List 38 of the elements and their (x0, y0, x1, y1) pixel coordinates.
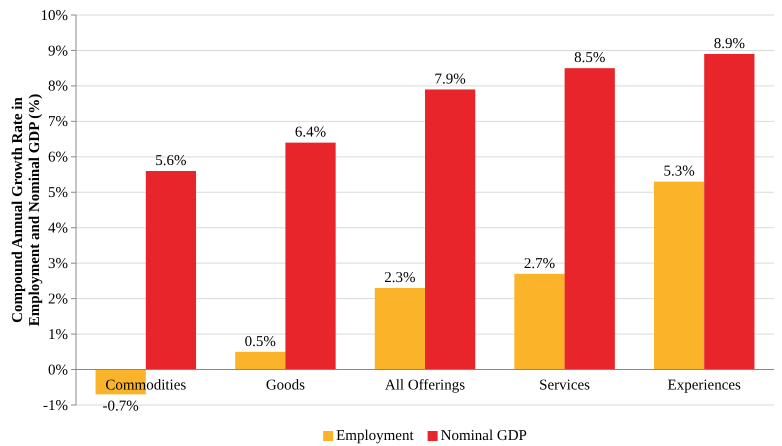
y-tick-label: 4% (48, 220, 68, 237)
y-tick-label: 3% (48, 256, 68, 272)
y-axis-title: Compound Annual Growth Rate in Employment and Nominal GDP (%) (10, 94, 43, 326)
data-label: 5.3% (663, 164, 695, 180)
data-label: 8.9% (714, 36, 745, 52)
data-label: 5.6% (155, 153, 187, 169)
bar (235, 352, 286, 370)
y-tick-label: 2% (48, 291, 68, 308)
x-tick-label: Goods (266, 378, 306, 394)
y-tick-label: 9% (48, 43, 68, 60)
data-label: 8.5% (574, 50, 606, 66)
bar (564, 68, 615, 370)
bar (425, 89, 476, 370)
y-tick-label: 10% (40, 8, 68, 24)
legend-label: Employment (336, 428, 414, 444)
y-tick-label: 8% (48, 78, 68, 95)
x-tick-label: Services (539, 378, 590, 394)
data-label: 0.5% (244, 334, 276, 350)
bar (514, 274, 565, 370)
data-label: 2.7% (524, 256, 556, 272)
y-tick-label: 0% (48, 362, 68, 378)
bar (374, 288, 425, 370)
y-tick-label: 1% (48, 326, 68, 343)
y-tick-label: -1% (43, 398, 68, 414)
data-label: -0.7% (102, 398, 139, 414)
bar (285, 142, 336, 370)
y-tick-label: 7% (48, 114, 68, 130)
bar (704, 54, 754, 370)
x-tick-label: All Offerings (384, 378, 466, 394)
data-label: 2.3% (384, 270, 416, 286)
legend-label: Nominal GDP (440, 428, 527, 444)
y-tick-label: 5% (48, 185, 68, 202)
data-label: 7.9% (434, 71, 466, 88)
x-tick-label: Experiences (668, 378, 742, 394)
y-tick-label: 6% (48, 150, 68, 166)
bar (146, 171, 196, 370)
bar (654, 182, 704, 370)
data-label: 6.4% (294, 124, 326, 141)
